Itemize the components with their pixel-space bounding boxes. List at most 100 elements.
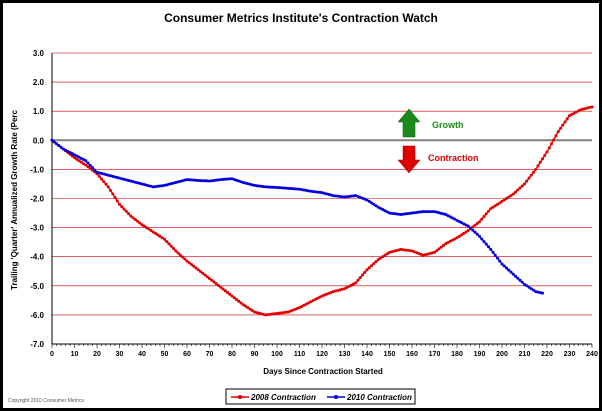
data-point [437,247,441,251]
data-point [311,190,315,194]
data-point [408,211,412,215]
data-point [547,146,551,150]
data-point [556,130,560,134]
y-tick-label: 0.0 [33,136,45,145]
data-point [91,168,94,172]
data-point [214,282,218,286]
data-point [415,251,418,255]
data-point [273,312,277,316]
data-point [115,199,119,203]
data-point [374,204,378,208]
y-tick-label: -2.0 [30,195,44,204]
data-point [381,208,385,212]
data-point [203,179,207,183]
data-point [113,175,117,179]
data-point [577,109,580,113]
x-tick-label: 90 [251,351,259,358]
data-point [176,180,180,184]
data-point [354,194,358,198]
data-point [439,211,443,215]
data-point [219,285,223,289]
data-point [300,304,304,308]
data-point [201,271,205,275]
data-point [457,219,461,223]
data-point [583,107,587,111]
data-point [246,306,250,310]
chart-title: Consumer Metrics Institute's Contraction… [164,11,438,25]
data-point [320,191,324,195]
data-point [331,194,335,198]
data-point [192,264,196,268]
data-point [79,160,83,164]
data-point [361,273,364,277]
data-point [525,179,529,183]
data-point [124,178,128,182]
x-tick-label: 100 [271,351,283,358]
data-point [309,300,313,304]
x-tick-label: 20 [93,351,101,358]
legend-label-2010: 2010 Contraction [346,393,412,402]
data-point [277,186,281,190]
data-point [73,153,76,157]
data-point [430,210,434,214]
data-point [343,195,346,199]
data-point [167,182,171,186]
data-point [82,162,85,166]
data-point [178,179,182,183]
data-point [127,178,130,182]
data-point [579,108,583,112]
data-point [286,186,290,190]
data-point [302,303,306,307]
data-point [466,229,470,233]
data-point [426,210,430,214]
data-point [57,144,61,148]
x-tick-label: 210 [519,351,531,358]
data-point [347,284,351,288]
data-point [471,225,475,229]
x-tick-label: 40 [138,351,146,358]
data-point [241,180,245,184]
data-point [313,297,317,301]
data-point [505,266,508,270]
data-point [244,304,247,308]
data-point [192,178,196,182]
data-point [487,209,490,213]
data-point [498,201,502,205]
data-point [68,151,72,155]
data-point [275,311,279,315]
data-point [230,294,234,298]
data-point [406,212,409,216]
data-point [536,290,540,294]
data-point [352,194,355,198]
data-point [574,110,578,114]
data-point [239,180,243,184]
y-tick-label: 1.0 [33,107,45,116]
data-point [397,212,400,216]
data-point [316,296,319,300]
data-point [520,280,524,284]
data-point [151,185,155,189]
data-point [354,281,358,285]
data-point [322,293,326,297]
data-point [196,268,200,272]
data-point [149,184,153,188]
data-point [493,204,497,208]
data-point [473,230,477,234]
data-point [349,194,353,198]
data-point [280,311,283,315]
data-point [183,257,187,261]
x-tick-label: 160 [406,351,418,358]
data-point [502,198,506,202]
data-point [237,299,241,303]
x-tick-label: 0 [50,351,54,358]
data-point [525,284,529,288]
data-point [365,268,369,272]
data-point [165,240,169,244]
data-point [307,301,310,305]
data-point [325,292,328,296]
data-point [273,185,277,189]
data-point [502,264,506,268]
data-point [313,190,317,194]
data-point [311,299,315,303]
data-point [417,210,421,214]
